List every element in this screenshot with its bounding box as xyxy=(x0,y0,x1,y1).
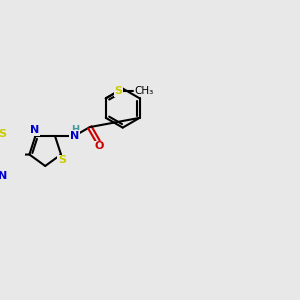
Text: S: S xyxy=(0,129,7,139)
Text: N: N xyxy=(0,171,7,181)
Text: N: N xyxy=(30,125,39,135)
Text: O: O xyxy=(94,141,104,152)
Text: N: N xyxy=(70,131,79,141)
Text: S: S xyxy=(115,86,122,96)
Text: S: S xyxy=(58,155,66,165)
Text: CH₃: CH₃ xyxy=(134,86,153,96)
Text: H: H xyxy=(71,125,79,135)
